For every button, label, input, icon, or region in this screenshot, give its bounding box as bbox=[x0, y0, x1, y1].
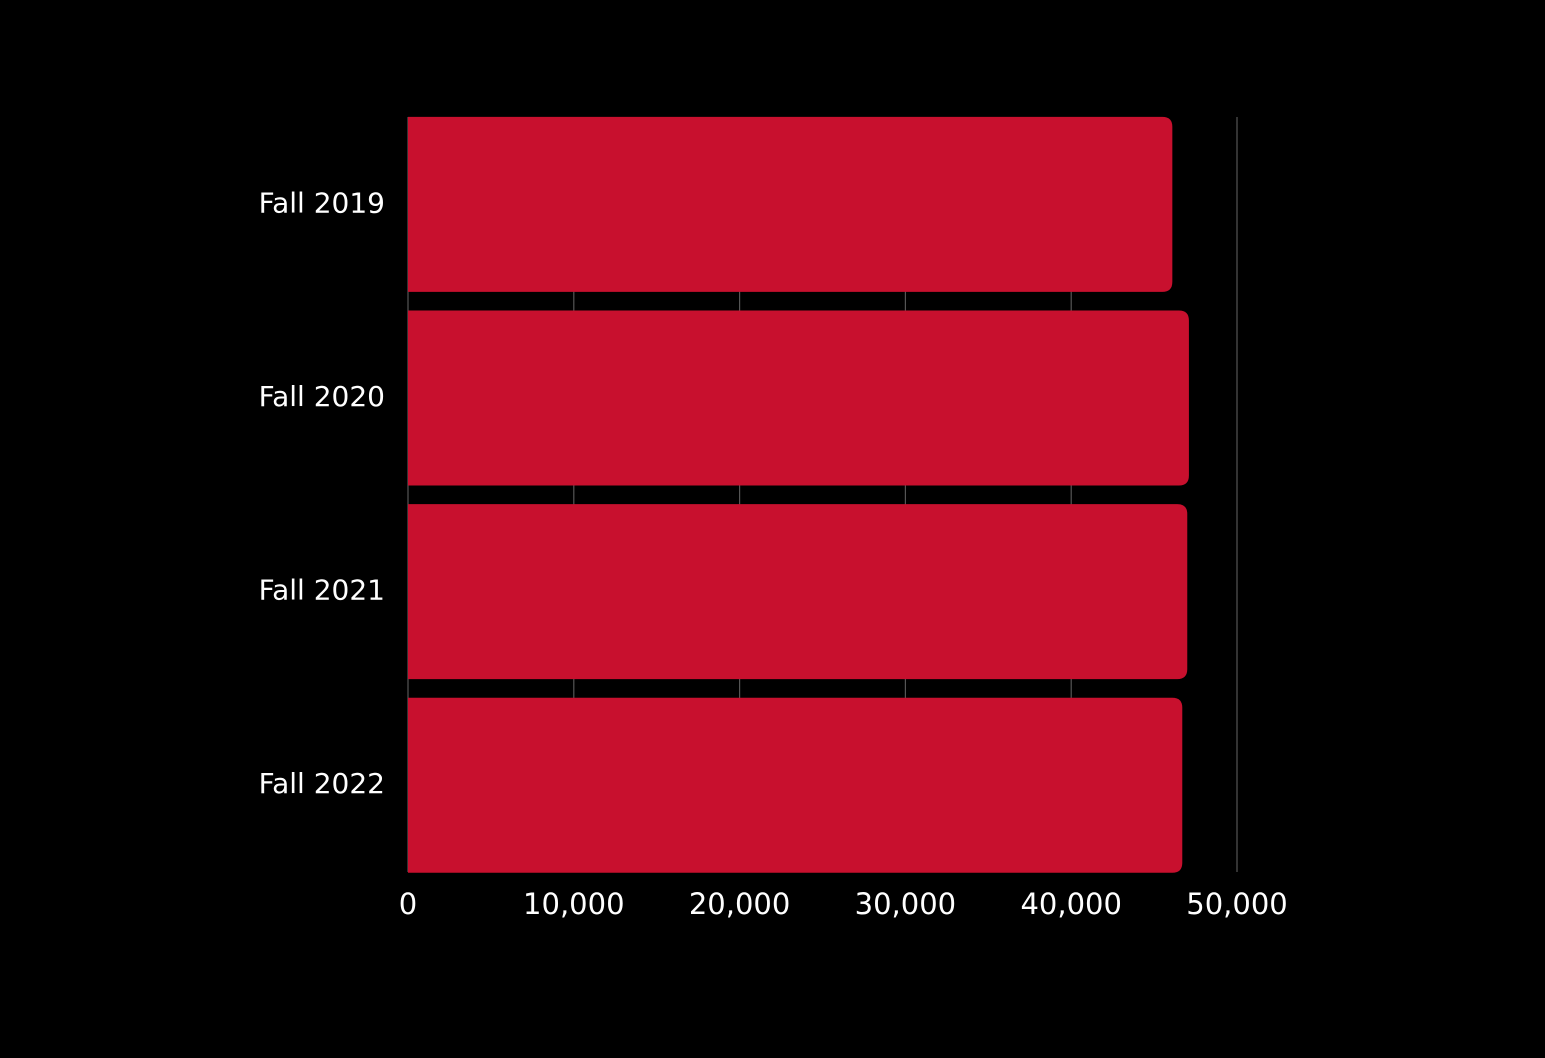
x-tick-label: 40,000 bbox=[1020, 887, 1121, 921]
bar bbox=[408, 697, 1183, 873]
y-tick-label: Fall 2021 bbox=[259, 574, 385, 607]
x-tick-label: 20,000 bbox=[689, 887, 790, 921]
x-tick-label: 30,000 bbox=[855, 887, 956, 921]
bar bbox=[408, 504, 1188, 680]
y-tick-label: Fall 2019 bbox=[259, 186, 385, 219]
y-tick-label: Fall 2020 bbox=[259, 380, 385, 413]
y-tick-label: Fall 2022 bbox=[259, 767, 385, 800]
x-tick-label: 50,000 bbox=[1186, 887, 1287, 921]
bar bbox=[408, 310, 1189, 486]
bar bbox=[408, 116, 1173, 292]
x-tick-label: 0 bbox=[399, 887, 417, 921]
x-tick-label: 10,000 bbox=[523, 887, 624, 921]
